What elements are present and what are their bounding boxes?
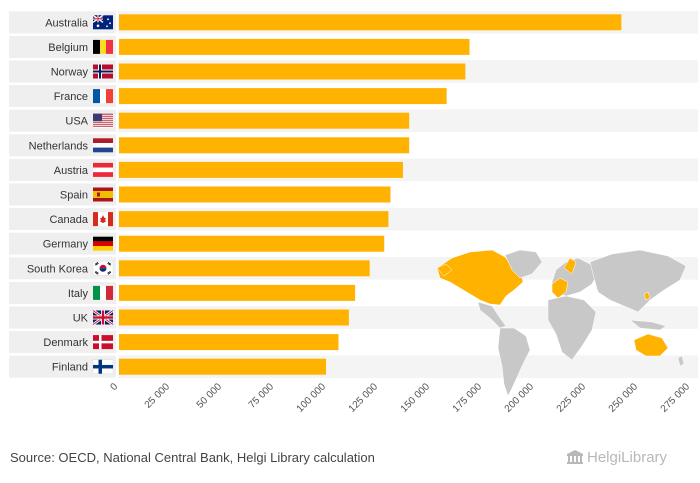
bar (119, 309, 349, 326)
bar (119, 38, 470, 55)
map-mexico (477, 301, 507, 329)
category-label: Spain (60, 190, 88, 202)
map-asia (589, 249, 687, 313)
flag-australia-icon (92, 14, 113, 30)
bar (119, 211, 389, 228)
bars (119, 14, 622, 375)
category-label-bg (9, 208, 116, 231)
country-flags (92, 14, 114, 374)
world-map (436, 249, 687, 397)
x-axis: 0 25 000 50 000 75 000 100 000 125 000 150 000… (108, 381, 692, 415)
flag-spain-icon (93, 187, 113, 202)
x-tick-label: 50 000 (195, 381, 225, 411)
x-tick-label: 250 000 (607, 381, 641, 415)
helgi-library-logo[interactable]: HelgiLibrary (566, 449, 667, 466)
x-tick-label: 150 000 (399, 381, 433, 415)
category-label-bg (9, 158, 116, 181)
bar (119, 112, 410, 129)
flag-usa-icon (93, 113, 113, 128)
category-label: Denmark (43, 337, 88, 349)
category-label: Australia (45, 17, 89, 29)
library-building-icon (567, 450, 583, 464)
map-australia (633, 333, 669, 357)
category-label-bg (9, 35, 116, 58)
category-labels: Australia Belgium Norway France USA Netherlan… (9, 11, 116, 378)
x-tick-label: 0 (108, 381, 120, 393)
flag-italy-icon (93, 285, 113, 300)
map-alaska (436, 263, 453, 277)
bar (119, 137, 410, 154)
bar (119, 334, 339, 351)
category-label: Netherlands (29, 140, 89, 152)
flag-belgium-icon (93, 39, 113, 54)
category-label-bg (9, 281, 116, 304)
x-tick-label: 25 000 (143, 381, 173, 411)
x-tick-label: 275 000 (659, 381, 693, 415)
bar-chart: Australia Belgium Norway France USA Netherlan… (9, 11, 698, 415)
category-label-bg (9, 11, 116, 34)
bar (119, 14, 622, 31)
map-scandinavia (563, 257, 577, 275)
flag-denmark-icon (93, 335, 113, 350)
map-greenland (504, 249, 543, 279)
category-label-bg (9, 232, 116, 255)
category-label: UK (73, 313, 89, 325)
category-label-bg (9, 306, 116, 329)
x-tick-label: 175 000 (451, 381, 485, 415)
bar (119, 284, 356, 301)
category-label: Italy (68, 288, 89, 300)
map-europe-highlight (551, 277, 569, 299)
category-label: Austria (54, 165, 89, 177)
flag-norway-icon (93, 64, 113, 79)
logo-text: HelgiLibrary (587, 449, 668, 466)
category-label: France (54, 91, 88, 103)
map-north-america (436, 249, 524, 306)
bar (119, 88, 447, 105)
map-south-america (497, 327, 531, 397)
flag-south-korea-icon (92, 261, 114, 276)
category-label-bg (9, 134, 116, 157)
flag-austria-icon (93, 162, 113, 177)
category-label-bg (9, 331, 116, 354)
flag-germany-icon (93, 236, 113, 251)
category-label-bg (9, 109, 116, 132)
category-label: USA (65, 116, 88, 128)
x-tick-label: 225 000 (555, 381, 589, 415)
category-label: Canada (49, 214, 88, 226)
category-label: Belgium (48, 42, 88, 54)
bar (119, 186, 391, 203)
category-label-bg (9, 183, 116, 206)
x-tick-label: 100 000 (295, 381, 329, 415)
flag-finland-icon (92, 359, 114, 374)
bar (119, 260, 370, 277)
category-label: Norway (51, 67, 89, 79)
bar (119, 358, 326, 375)
category-label: Finland (52, 362, 88, 374)
map-new-zealand (677, 355, 685, 367)
map-korea (643, 291, 651, 301)
x-tick-label: 75 000 (247, 381, 277, 411)
flag-france-icon (93, 89, 113, 104)
bar (119, 161, 403, 178)
flag-canada-icon (93, 212, 113, 227)
category-label-bg (9, 257, 116, 280)
category-label: Germany (43, 239, 89, 251)
category-label-bg (9, 60, 116, 83)
flag-uk-icon (92, 309, 114, 326)
source-note: Source: OECD, National Central Bank, Hel… (10, 450, 375, 465)
category-label-bg (9, 85, 116, 108)
bar (119, 63, 466, 80)
category-label: South Korea (27, 263, 89, 275)
map-indonesia (629, 319, 667, 331)
map-africa (547, 295, 597, 361)
x-tick-label: 125 000 (347, 381, 381, 415)
bar (119, 235, 385, 252)
flag-netherlands-icon (93, 138, 113, 153)
category-label-bg (9, 355, 116, 378)
